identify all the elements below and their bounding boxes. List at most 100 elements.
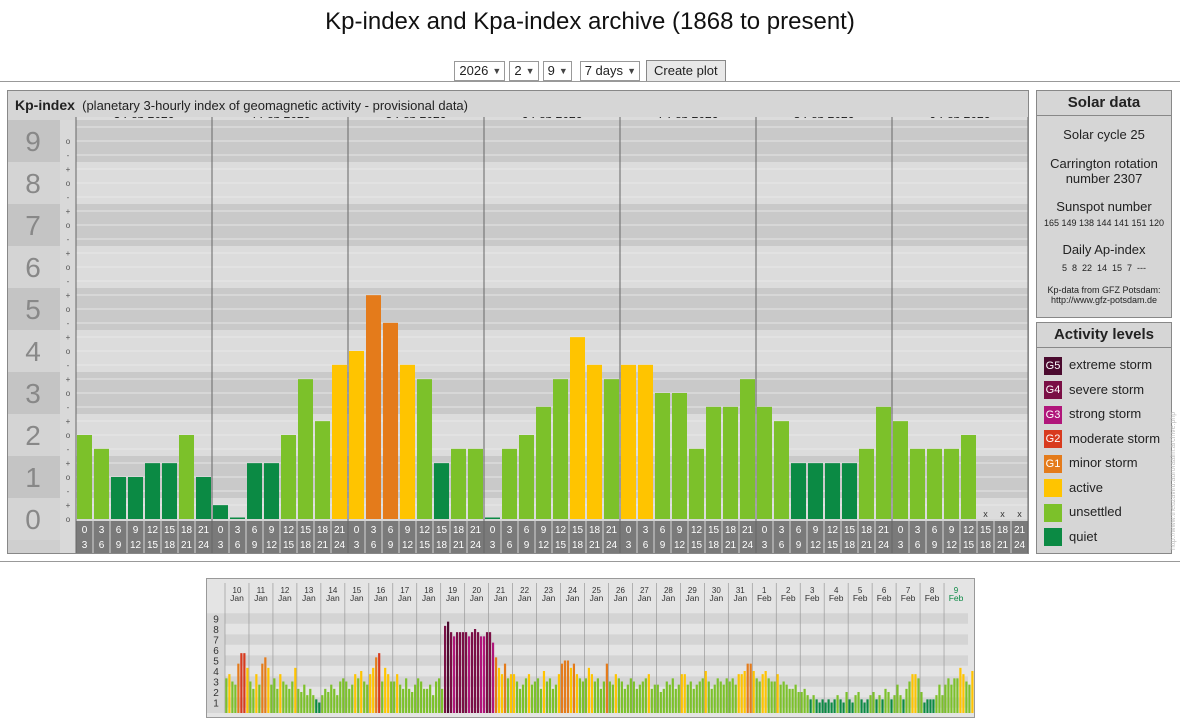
month-bar xyxy=(399,684,402,713)
month-day-number: 24 xyxy=(568,586,577,595)
month-select[interactable]: 2 ▼ xyxy=(509,61,539,81)
interval-label-bg xyxy=(535,521,552,553)
interval-label-bg xyxy=(773,521,790,553)
month-bar xyxy=(282,681,285,713)
month-bar xyxy=(506,678,510,713)
month-bar xyxy=(722,684,725,713)
month-bar xyxy=(962,674,965,713)
legend-item: G3 strong storm xyxy=(1044,404,1141,424)
y-subtick-label: o xyxy=(66,179,71,188)
month-day-month: Jan xyxy=(494,593,508,603)
month-bar xyxy=(959,667,962,713)
month-bar xyxy=(315,699,318,713)
y-tick-band xyxy=(8,456,60,498)
chevron-down-icon: ▼ xyxy=(525,66,535,76)
kp-bar xyxy=(604,379,619,519)
kp-bar xyxy=(791,463,806,519)
legend-swatch: G2 xyxy=(1044,430,1062,449)
month-bar xyxy=(620,681,623,713)
month-bar xyxy=(746,663,749,713)
month-bar xyxy=(935,695,938,713)
legend-label: minor storm xyxy=(1069,455,1138,470)
y-tick-label: 6 xyxy=(25,252,41,283)
month-bar xyxy=(644,678,647,713)
legend-swatch: G4 xyxy=(1044,381,1062,400)
month-bar xyxy=(938,684,941,713)
kp-panel: Kp-index (planetary 3-hourly index of ge… xyxy=(7,90,1029,554)
month-bar xyxy=(297,688,300,713)
kp-bar xyxy=(230,517,245,519)
month-bar xyxy=(345,681,348,713)
month-bar xyxy=(767,678,770,713)
interval-start-label: 0 xyxy=(218,525,224,536)
day-label: 3 Feb 2026 xyxy=(114,117,175,121)
month-bar xyxy=(228,674,231,713)
interval-label-bg xyxy=(926,521,943,553)
month-bar xyxy=(432,695,435,713)
month-bar xyxy=(348,688,351,713)
interval-start-label: 12 xyxy=(283,525,295,536)
month-bar xyxy=(479,636,483,713)
month-bar xyxy=(575,674,579,713)
month-bar xyxy=(707,681,710,713)
interval-start-label: 15 xyxy=(572,525,584,536)
month-bar xyxy=(803,688,806,713)
day-value: 9 xyxy=(547,63,555,78)
month-bar xyxy=(405,678,408,713)
create-plot-button[interactable]: Create plot xyxy=(646,60,726,82)
y-subtick-label: - xyxy=(67,403,70,412)
interval-label-bg xyxy=(229,521,246,553)
y-subtick-label: - xyxy=(67,235,70,244)
month-bar xyxy=(294,667,297,713)
month-bar xyxy=(426,688,429,713)
year-select[interactable]: 2026 ▼ xyxy=(454,61,506,81)
month-bar xyxy=(521,684,525,713)
month-bar xyxy=(851,702,854,713)
month-bar xyxy=(551,688,555,713)
interval-start-label: 3 xyxy=(643,525,649,536)
month-bar xyxy=(476,632,480,713)
month-bar xyxy=(249,681,252,713)
span-select[interactable]: 7 days ▼ xyxy=(579,61,640,81)
interval-start-label: 6 xyxy=(932,525,938,536)
month-bar xyxy=(887,692,890,713)
month-day-number: 2 xyxy=(786,586,791,595)
kp-bar xyxy=(213,505,228,519)
interval-label-bg xyxy=(671,521,688,553)
month-bar xyxy=(354,674,357,713)
month-bar xyxy=(875,699,878,713)
interval-label-bg xyxy=(824,521,841,553)
month-bar xyxy=(318,702,321,713)
month-bar xyxy=(605,663,608,713)
solar-cycle: Solar cycle 25 xyxy=(1063,127,1145,142)
y-subtick-label: + xyxy=(66,291,71,300)
month-bar xyxy=(258,684,261,713)
month-band xyxy=(225,623,968,635)
month-bar xyxy=(800,692,803,713)
interval-label-bg xyxy=(1011,521,1028,553)
day-select[interactable]: 9 ▼ xyxy=(542,61,572,81)
interval-end-label: 24 xyxy=(1014,540,1026,551)
month-bar xyxy=(351,684,354,713)
month-bar xyxy=(911,674,914,713)
interval-end-label: 18 xyxy=(980,540,992,551)
interval-end-label: 12 xyxy=(266,540,278,551)
interval-label-bg xyxy=(297,521,314,553)
kp-bar xyxy=(383,322,398,519)
kp-bar xyxy=(876,406,891,519)
month-bar xyxy=(791,688,794,713)
interval-end-label: 18 xyxy=(708,540,720,551)
sunspot-values: 165 149 138 144 141 151 120 xyxy=(1043,218,1165,228)
month-bar xyxy=(830,702,833,713)
month-bar xyxy=(869,695,872,713)
month-bar xyxy=(719,681,722,713)
month-bar xyxy=(545,681,549,713)
month-bar xyxy=(770,681,773,713)
month-bar xyxy=(764,671,767,713)
month-bar xyxy=(947,678,950,713)
month-day-month: Jan xyxy=(398,593,412,603)
month-day-month: Jan xyxy=(374,593,388,603)
month-bar xyxy=(455,632,459,713)
kp-panel-title: Kp-index xyxy=(15,97,75,113)
month-bar xyxy=(300,692,303,713)
